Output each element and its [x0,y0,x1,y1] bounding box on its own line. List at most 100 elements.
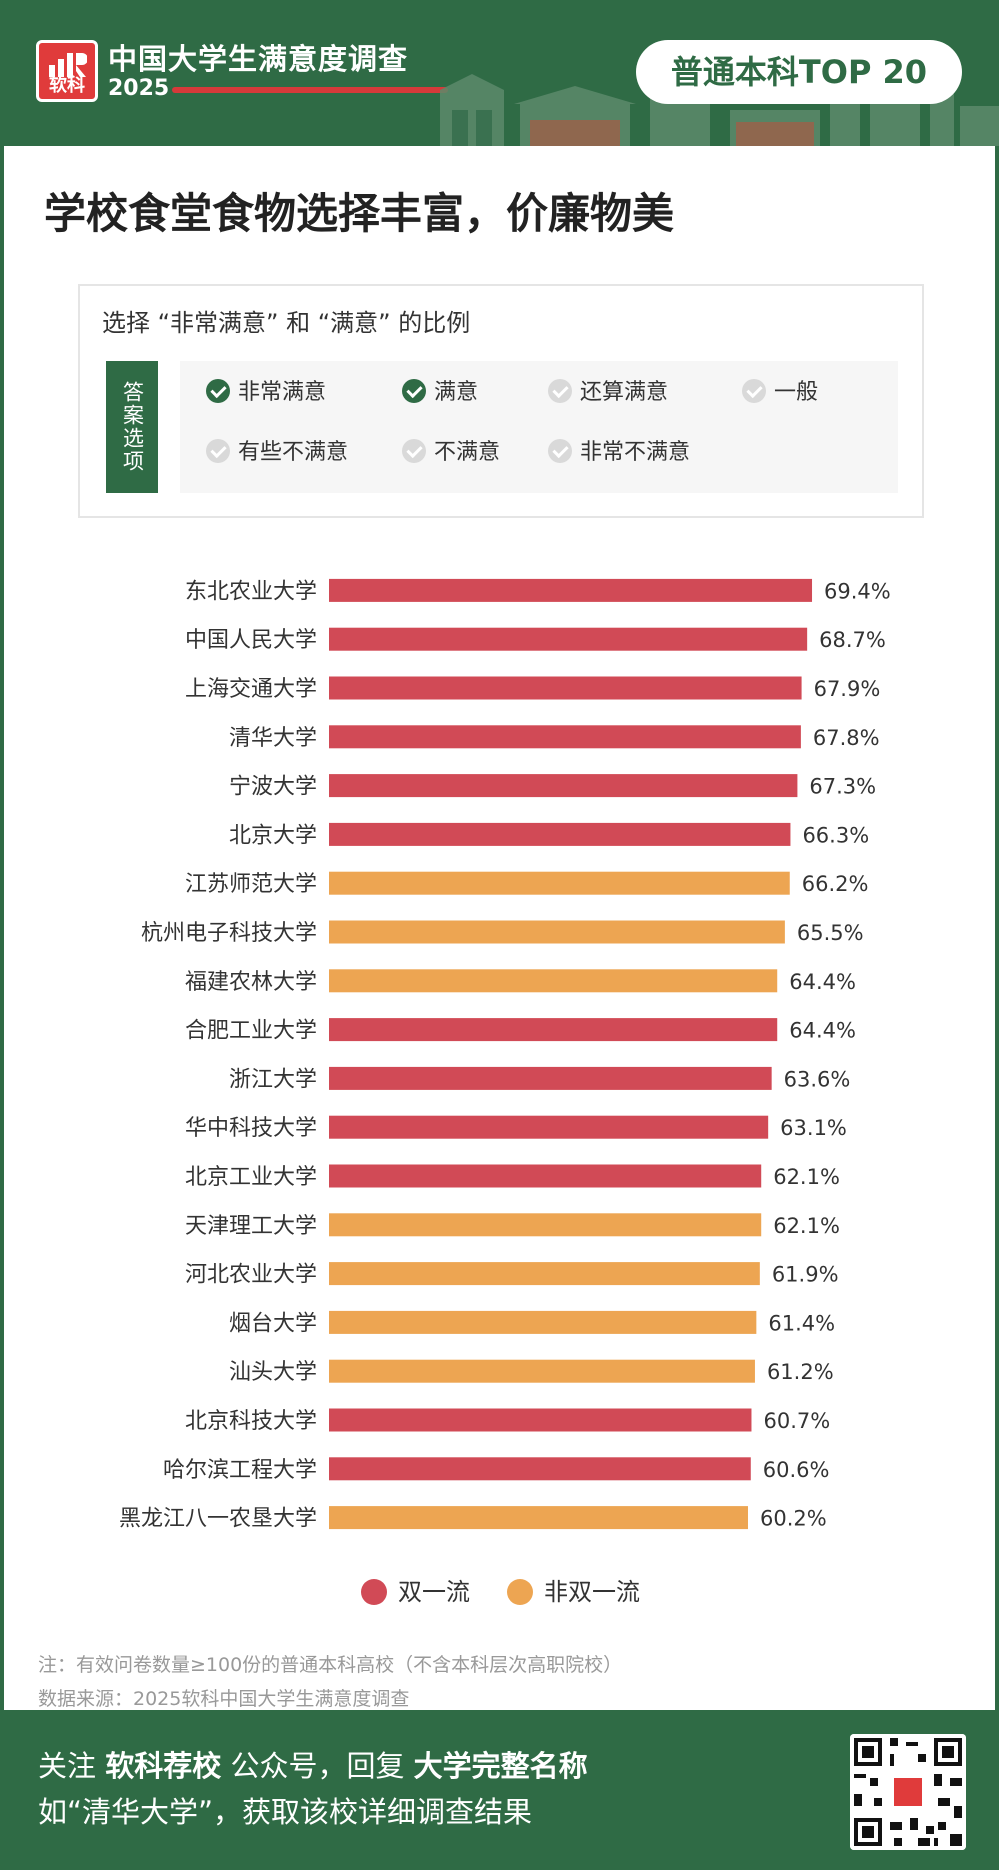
data-label: 61.2% [767,1360,834,1384]
bar [329,822,791,846]
category-label: 合肥工业大学 [185,1019,317,1044]
data-label: 61.4% [768,1311,835,1335]
check-icon [548,379,572,403]
bar [329,578,813,602]
category-label: 宁波大学 [229,775,317,800]
campus-skyline-illustration [440,74,999,146]
category-label: 上海交通大学 [185,677,317,702]
check-icon [742,379,766,403]
check-icon [402,439,426,463]
footer-text: 公众号，回复 [221,1749,414,1783]
category-label: 北京科技大学 [185,1409,317,1434]
logo-bars-icon [49,53,87,77]
category-label: 北京大学 [229,823,317,848]
bar-chart: 东北农业大学 69.4% 中国人民大学 68.7% 上海交通大学 67.9% 清华大学 67.… [4,546,995,1696]
option-label: 非常满意 [238,380,327,405]
category-label: 汕头大学 [229,1360,317,1385]
options-label: 答案选项 [106,361,158,493]
bar [329,1066,772,1090]
category-label: 华中科技大学 [185,1116,317,1141]
legend-swatch [361,1579,387,1605]
header: 软科 中国大学生满意度调查 2025 普通本科TOP 20 [0,0,999,146]
brand-year: 2025 [108,76,170,101]
bar [329,1018,778,1042]
logo: 软科 [36,40,98,102]
data-source: 数据来源：2025软科中国大学生满意度调查 [38,1688,410,1710]
category-label: 东北农业大学 [185,579,317,604]
option-item: 还算满意 [548,376,668,410]
qr-code-icon[interactable] [850,1734,966,1850]
legend-label: 非双一流 [544,1578,640,1606]
reply-keyword: 大学完整名称 [413,1749,588,1783]
bar [329,1115,769,1139]
footnote: 注：有效问卷数量≥100份的普通本科高校（不含本科层次高职院校） [38,1654,623,1676]
data-label: 63.1% [780,1116,847,1140]
data-label: 60.7% [763,1409,830,1433]
footer-line-1: 关注 软科荐校 公众号，回复 大学完整名称 [38,1746,588,1786]
option-label: 非常不满意 [580,440,691,465]
legend-swatch [507,1579,533,1605]
category-tag: 普通本科TOP 20 [636,40,962,104]
bar-chart-svg: 东北农业大学 69.4% 中国人民大学 68.7% 上海交通大学 67.9% 清华大学 67.… [119,578,891,1606]
category-label: 河北农业大学 [185,1263,317,1288]
option-item: 一般 [742,376,818,410]
category-label: 中国人民大学 [185,628,317,653]
bar [329,725,801,749]
option-label: 还算满意 [580,380,669,405]
brand-underline [172,87,448,93]
check-icon [206,439,230,463]
data-label: 63.6% [784,1067,851,1091]
data-label: 60.2% [760,1507,827,1531]
option-label: 一般 [774,380,819,405]
footer: 关注 软科荐校 公众号，回复 大学完整名称 如“清华大学”，获取该校详细调查结果 [0,1710,999,1870]
data-label: 62.1% [773,1165,840,1189]
bar [329,774,798,798]
check-icon [206,379,230,403]
bar [329,1310,757,1334]
bar [329,1408,752,1432]
option-label: 有些不满意 [238,440,349,465]
category-label: 黑龙江八一农垦大学 [119,1507,317,1532]
option-item: 非常不满意 [548,436,690,470]
category-label: 哈尔滨工程大学 [163,1458,317,1483]
footer-line-2: 如“清华大学”，获取该校详细调查结果 [38,1795,533,1829]
account-name: 软科荐校 [105,1749,222,1783]
page-title: 学校食堂食物选择丰富，价廉物美 [44,189,675,238]
bar [329,969,778,993]
option-label: 满意 [434,380,479,405]
bar [329,1164,762,1188]
data-label: 69.4% [824,579,891,603]
data-label: 66.2% [802,872,869,896]
footer-text: 关注 [38,1749,106,1783]
bar [329,1262,760,1286]
category-label: 杭州电子科技大学 [141,921,317,946]
check-icon [548,439,572,463]
logo-text: 软科 [49,75,85,96]
bar [329,1457,751,1481]
options-panel: 非常满意 满意 还算满意 一般 有些不满意 不满意 非常不满意 [180,361,898,493]
data-label: 65.5% [797,921,864,945]
options-title: 选择 “非常满意” 和 “满意” 的比例 [102,309,471,337]
bar [329,1359,755,1383]
check-icon [402,379,426,403]
option-item: 有些不满意 [206,436,348,470]
option-item: 非常满意 [206,376,326,410]
option-item: 满意 [402,376,478,410]
category-label: 福建农林大学 [185,970,317,995]
bar [329,1213,762,1237]
category-label: 北京工业大学 [185,1165,317,1190]
data-label: 67.8% [813,726,880,750]
brand-title: 中国大学生满意度调查 [108,42,409,76]
bar [329,871,790,895]
bar [329,1506,748,1530]
content-card: 学校食堂食物选择丰富，价廉物美 选择 “非常满意” 和 “满意” 的比例 答案选… [4,146,995,1710]
category-label: 清华大学 [229,726,317,751]
data-label: 60.6% [763,1458,830,1482]
data-label: 61.9% [772,1263,839,1287]
bar [329,920,785,944]
option-item: 不满意 [402,436,500,470]
data-label: 68.7% [819,628,886,652]
data-label: 67.9% [814,677,881,701]
data-label: 62.1% [773,1214,840,1238]
category-label: 浙江大学 [229,1067,317,1092]
